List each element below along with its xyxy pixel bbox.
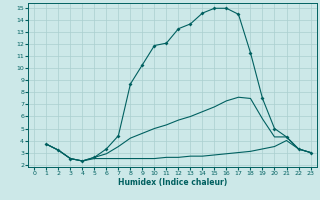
- X-axis label: Humidex (Indice chaleur): Humidex (Indice chaleur): [118, 178, 227, 187]
